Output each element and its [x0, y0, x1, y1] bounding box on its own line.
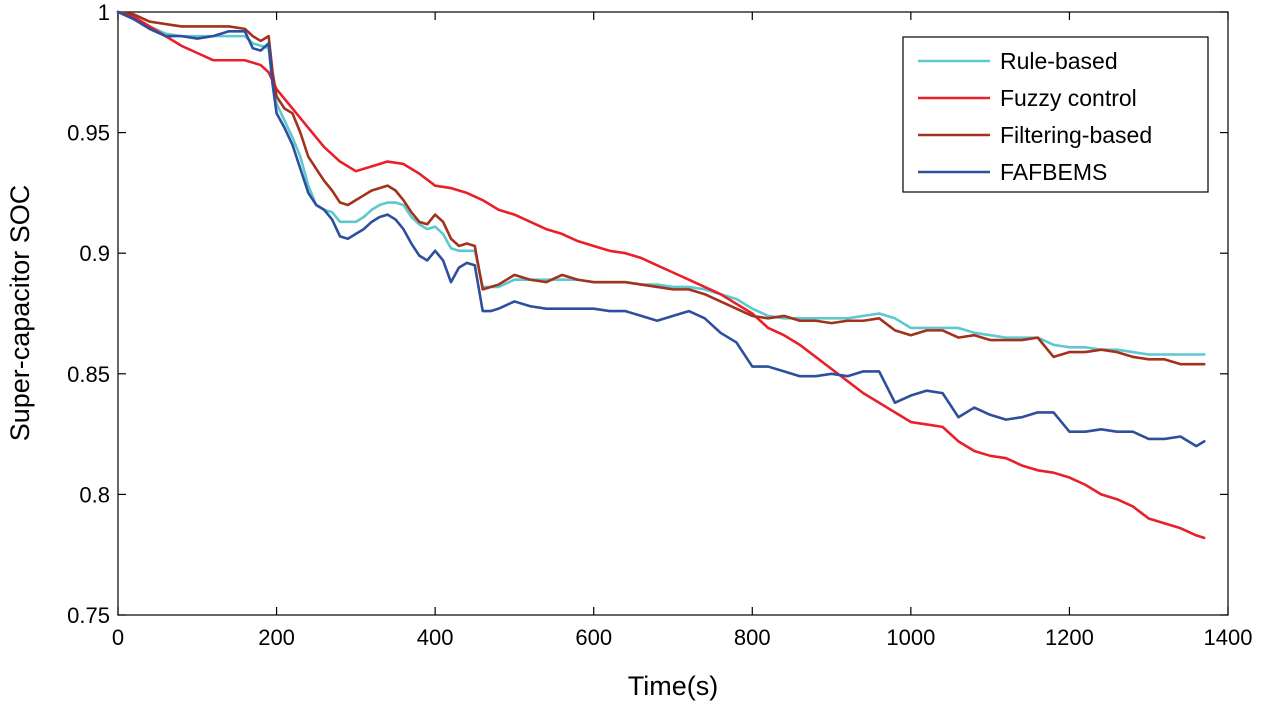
x-axis: 0 200 400 600 800 1000 1200 1400	[112, 12, 1253, 650]
y-axis-label: Super-capacitor SOC	[5, 185, 35, 442]
x-tick-label: 1400	[1204, 625, 1253, 650]
legend-label: FAFBEMS	[1000, 159, 1107, 185]
x-tick-label: 800	[734, 625, 771, 650]
x-tick-label: 400	[417, 625, 454, 650]
y-tick-label: 0.9	[79, 241, 110, 266]
series-line-fafbems	[116, 10, 1206, 448]
series-line-fuzzy-control	[116, 10, 1206, 540]
legend-label: Filtering-based	[1000, 122, 1152, 148]
y-tick-label: 1	[98, 0, 110, 25]
y-axis: 0.75 0.8 0.85 0.9 0.95 1	[67, 0, 1228, 628]
legend-label: Fuzzy control	[1000, 85, 1137, 111]
legend-box	[902, 36, 1209, 193]
x-tick-label: 0	[112, 625, 124, 650]
y-tick-label: 0.85	[67, 362, 110, 387]
x-tick-label: 1000	[886, 625, 935, 650]
y-tick-label: 0.8	[79, 482, 110, 507]
series-line-filtering-based	[116, 10, 1206, 366]
legend-label: Rule-based	[1000, 48, 1118, 74]
x-axis-label: Time(s)	[628, 671, 718, 701]
series-layer	[116, 10, 1206, 540]
x-tick-label: 200	[258, 625, 295, 650]
x-tick-label: 600	[575, 625, 612, 650]
legend: Rule-based Fuzzy control Filtering-based FA…	[902, 36, 1209, 193]
y-tick-label: 0.75	[67, 603, 110, 628]
x-tick-label: 1200	[1045, 625, 1094, 650]
y-tick-label: 0.95	[67, 121, 110, 146]
